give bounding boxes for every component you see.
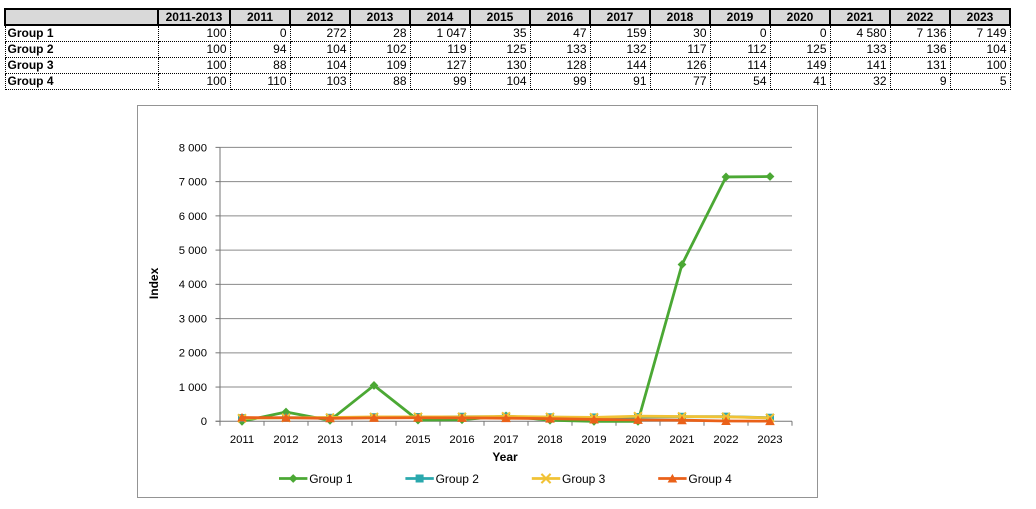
svg-text:Group 4: Group 4 [688, 472, 732, 486]
svg-text:2 000: 2 000 [179, 348, 207, 360]
svg-text:2022: 2022 [713, 434, 738, 446]
svg-text:2019: 2019 [581, 434, 606, 446]
svg-text:6 000: 6 000 [179, 211, 207, 223]
svg-text:2014: 2014 [361, 434, 386, 446]
svg-text:1 000: 1 000 [179, 382, 207, 394]
svg-text:Group 1: Group 1 [309, 472, 353, 486]
svg-text:3 000: 3 000 [179, 313, 207, 325]
svg-text:8 000: 8 000 [179, 142, 207, 154]
svg-text:5 000: 5 000 [179, 245, 207, 257]
svg-text:2020: 2020 [625, 434, 650, 446]
svg-text:2017: 2017 [493, 434, 518, 446]
svg-text:Index: Index [147, 267, 161, 299]
svg-text:2018: 2018 [537, 434, 562, 446]
svg-text:0: 0 [201, 416, 207, 428]
svg-text:2021: 2021 [669, 434, 694, 446]
svg-text:2012: 2012 [273, 434, 298, 446]
svg-text:4 000: 4 000 [179, 279, 207, 291]
svg-text:2023: 2023 [757, 434, 782, 446]
svg-text:2013: 2013 [317, 434, 342, 446]
svg-text:7 000: 7 000 [179, 177, 207, 189]
svg-text:Group 2: Group 2 [436, 472, 480, 486]
svg-text:Group 3: Group 3 [562, 472, 606, 486]
svg-text:Year: Year [492, 450, 518, 464]
svg-text:2011: 2011 [230, 434, 254, 446]
svg-text:2016: 2016 [449, 434, 474, 446]
svg-text:2015: 2015 [405, 434, 430, 446]
